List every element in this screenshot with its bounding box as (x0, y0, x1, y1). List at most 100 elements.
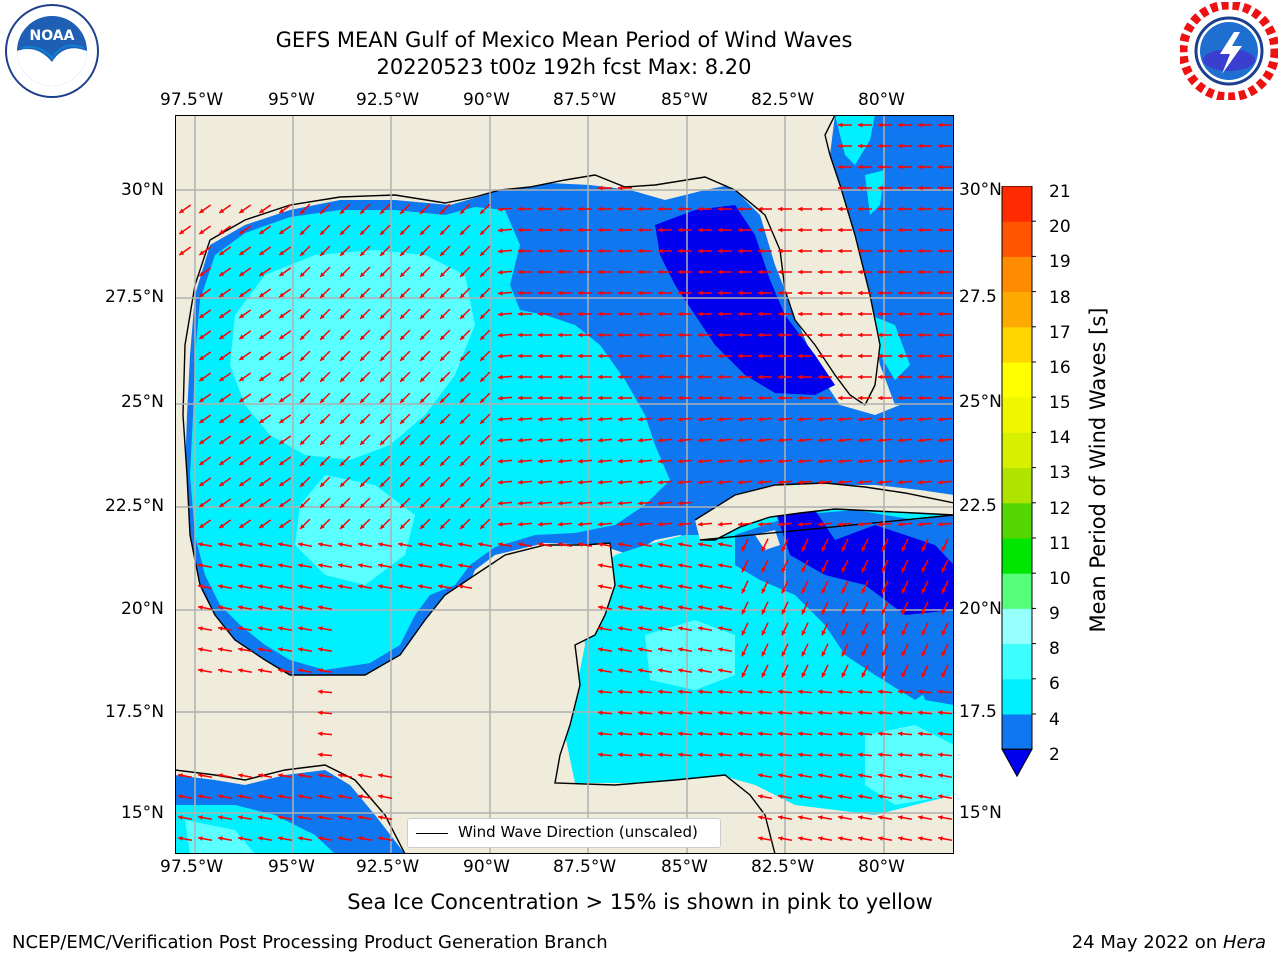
wave-direction-arrow-head (861, 588, 867, 594)
wave-direction-arrow-head (938, 752, 943, 758)
caribbean-water-darkblue (775, 510, 954, 615)
wave-direction-arrow-head (638, 710, 643, 716)
wave-direction-arrow-head (718, 668, 723, 673)
wave-direction-arrow-head (480, 398, 485, 403)
arrow-legend: Wind Wave Direction (unscaled) (407, 818, 721, 848)
wave-direction-arrow-head (858, 290, 863, 296)
wave-direction-arrow-head (598, 332, 603, 338)
wave-direction-arrow-head (738, 206, 743, 212)
wave-direction-arrow-head (938, 836, 943, 841)
wave-direction-arrow-head (698, 710, 703, 716)
lon-label-top: 80°W (858, 90, 905, 110)
wave-direction-arrow-head (858, 206, 863, 212)
wave-direction-arrow-head (378, 815, 383, 820)
wave-direction-arrow-head (460, 272, 465, 277)
wave-direction-arrow-head (718, 647, 723, 652)
wave-direction-arrow-head (818, 374, 823, 380)
wave-direction-arrow-head (258, 563, 263, 568)
wave-direction-arrow-head (638, 521, 643, 527)
wave-direction-arrow-head (358, 836, 363, 841)
wave-direction-arrow-head (918, 479, 923, 485)
wave-direction-arrow-head (558, 353, 563, 359)
wave-direction-arrow-head (498, 332, 503, 338)
wave-direction-arrow-head (318, 773, 323, 778)
wave-direction-arrow-head (838, 143, 843, 149)
lon-label-top: 92.5°W (356, 90, 420, 110)
wave-direction-arrow-head (941, 630, 947, 636)
wave-direction-arrow-head (300, 209, 305, 214)
wave-direction-arrow-head (239, 313, 245, 318)
wave-direction-arrow-head (778, 332, 783, 338)
wave-direction-arrow-head (798, 311, 803, 317)
wave-direction-arrow-head (460, 461, 465, 466)
wave-direction-arrow-head (358, 815, 363, 820)
wave-direction-arrow-head (881, 672, 887, 678)
wave-direction-arrow-head (538, 542, 543, 547)
wave-direction-arrow-head (718, 731, 723, 737)
wave-direction-arrow-head (901, 567, 907, 573)
wave-direction-arrow-head (678, 479, 683, 485)
wave-direction-arrow-head (478, 542, 483, 547)
wave-direction-arrow-head (638, 332, 643, 338)
wave-direction-arrow-head (678, 437, 683, 443)
wave-direction-arrow-head (938, 773, 943, 778)
wave-direction-arrow-head (761, 672, 767, 678)
wave-direction-arrow-head (658, 458, 663, 464)
wave-direction-arrow-head (498, 353, 503, 359)
wave-direction-arrow-head (259, 313, 265, 318)
wave-direction-arrow-head (340, 230, 345, 235)
wave-direction-arrow-head (841, 546, 847, 552)
wave-direction-arrow-head (618, 563, 623, 568)
wave-direction-arrow-head (598, 416, 603, 422)
wave-direction-arrow-head (658, 416, 663, 422)
wave-direction-arrow-head (718, 437, 723, 443)
wave-direction-arrow-head (638, 269, 643, 275)
wave-direction-arrow-head (440, 398, 445, 403)
wave-direction-arrow-head (658, 206, 663, 212)
wave-direction-arrow-head (218, 563, 223, 568)
lon-label-top: 97.5°W (160, 90, 224, 110)
wave-direction-arrow-head (340, 356, 345, 361)
wave-direction-arrow-head (218, 836, 223, 841)
wave-direction-arrow-head (239, 376, 245, 381)
wave-direction-arrow-head (498, 248, 503, 254)
wave-direction-arrow-head (380, 524, 385, 529)
wave-direction-arrow-head (918, 731, 923, 737)
wave-direction-arrow-head (259, 271, 265, 276)
wave-direction-arrow-head (638, 752, 643, 758)
wave-direction-arrow-head (598, 353, 603, 359)
colorbar-segment (1002, 573, 1032, 609)
nws-logo (1178, 0, 1280, 102)
colorbar-tick: 2 (1049, 745, 1060, 765)
wave-direction-arrow-head (219, 460, 225, 465)
wave-direction-arrow-head (798, 227, 803, 233)
wave-direction-arrow-head (598, 500, 603, 506)
wave-direction-arrow-head (758, 416, 763, 422)
wave-direction-arrow-head (881, 651, 887, 657)
wave-direction-arrow-head (918, 815, 923, 820)
wave-direction-arrow-head (360, 314, 365, 319)
wave-direction-arrow-head (400, 230, 405, 235)
wave-direction-arrow-head (718, 416, 723, 422)
wave-direction-arrow-head (698, 395, 703, 401)
wave-direction-arrow-head (738, 752, 743, 758)
wave-direction-arrow-head (239, 418, 245, 423)
wave-direction-arrow-head (898, 206, 903, 212)
wave-direction-arrow-head (498, 395, 503, 401)
wave-direction-arrow-head (438, 542, 443, 547)
wave-direction-arrow-head (219, 271, 225, 276)
wave-direction-arrow-head (440, 461, 445, 466)
wave-direction-arrow-head (218, 605, 223, 610)
title-line-2: 20220523 t00z 192h fcst Max: 8.20 (376, 55, 752, 79)
wave-direction-arrow-head (938, 374, 943, 380)
wave-direction-arrow-head (818, 248, 823, 254)
wave-direction-arrow-head (698, 269, 703, 275)
wave-direction-arrow-head (798, 458, 803, 464)
wave-direction-arrow-head (198, 773, 203, 778)
wave-direction-arrow-head (698, 521, 703, 527)
wave-direction-arrow-head (259, 229, 265, 234)
wave-direction-arrow-head (918, 227, 923, 233)
wave-direction-arrow-head (259, 460, 265, 465)
wave-direction-arrow-head (618, 710, 623, 716)
wave-direction-arrow-head (638, 563, 643, 568)
